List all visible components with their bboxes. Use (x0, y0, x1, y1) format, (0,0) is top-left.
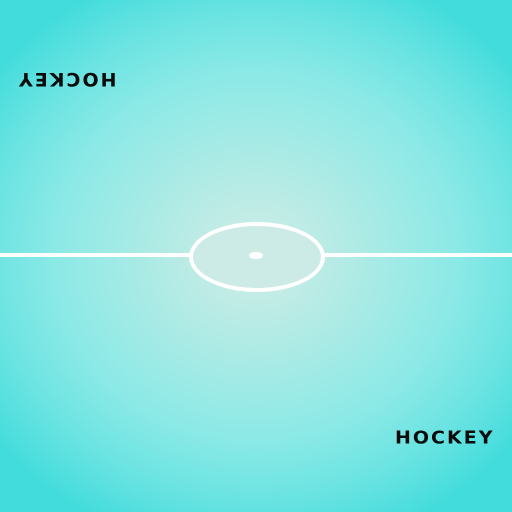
opponent-side-label: HOCKEY (17, 68, 117, 90)
player-side-label: HOCKEY (395, 427, 495, 449)
center-faceoff-dot (249, 252, 263, 259)
